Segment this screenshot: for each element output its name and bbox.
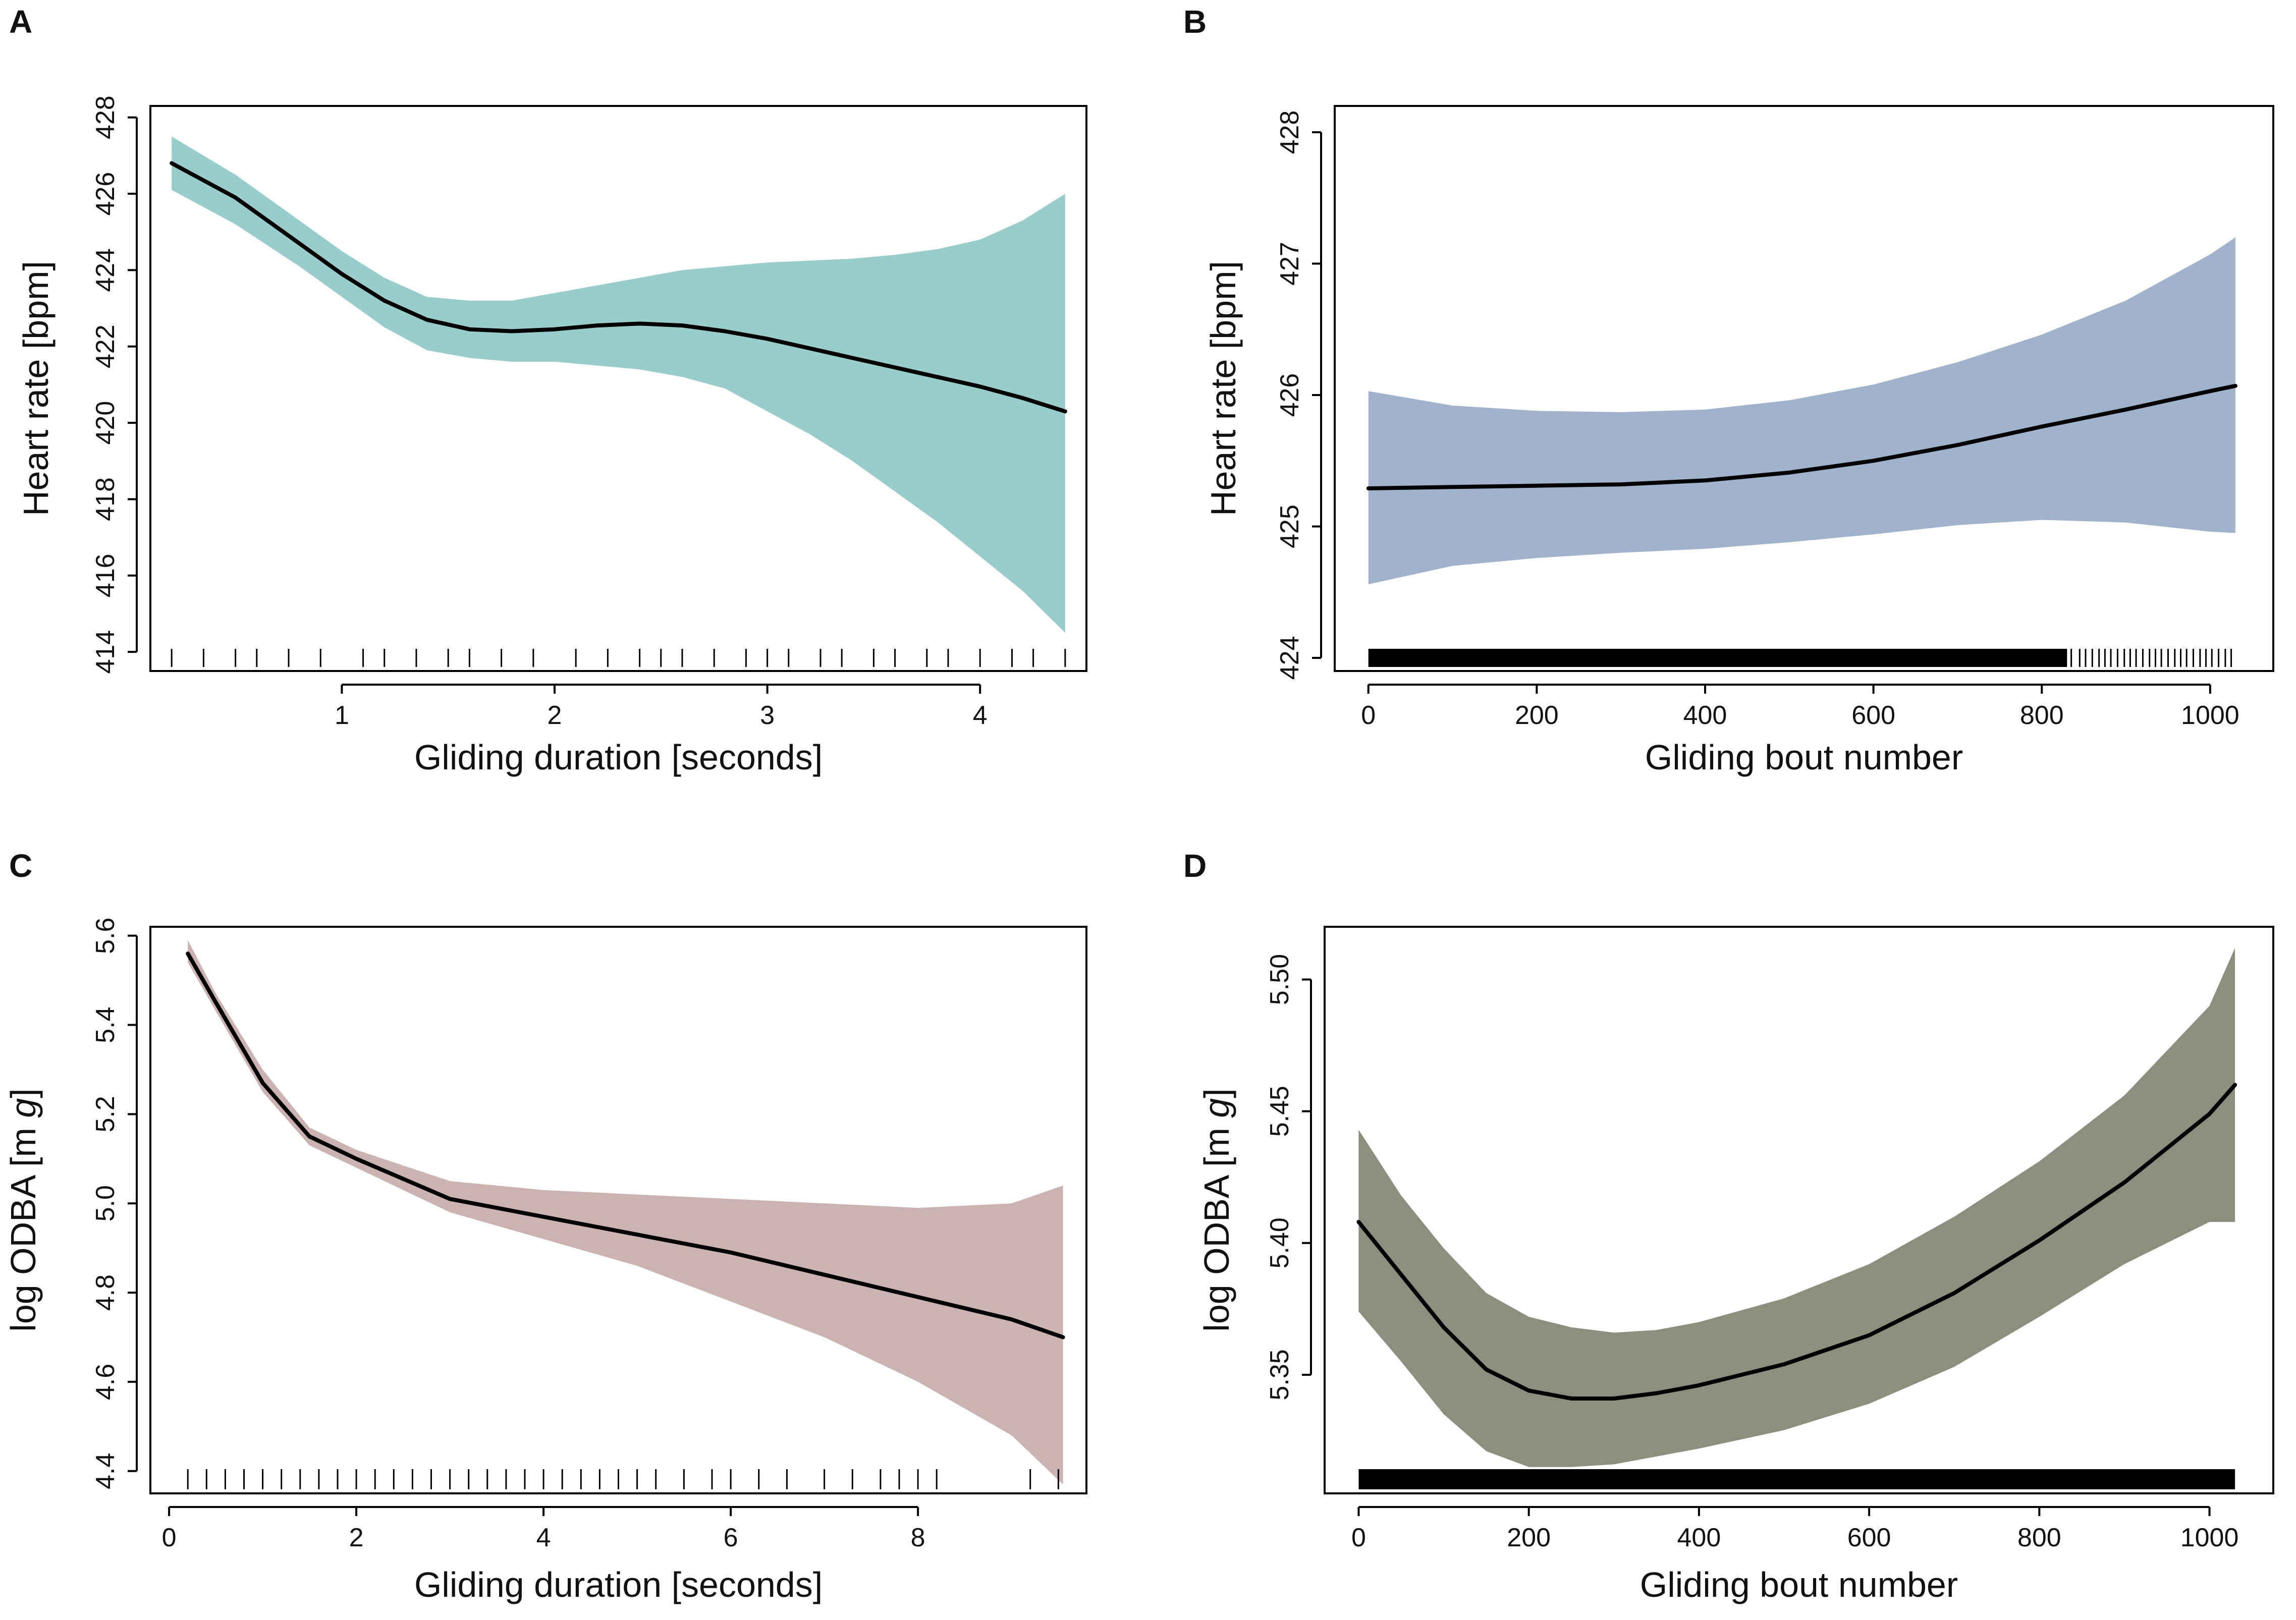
- x-tick-label-b: 400: [1683, 701, 1727, 730]
- x-axis-title-a: Gliding duration [seconds]: [414, 738, 823, 777]
- x-axis-title-c: Gliding duration [seconds]: [414, 1565, 823, 1604]
- plot-frame-d: [1324, 926, 2274, 1494]
- y-tick-label-a: 420: [91, 401, 120, 445]
- confidence-band-a: [172, 136, 1065, 633]
- x-tick-label-b: 800: [2020, 701, 2064, 730]
- y-tick-label-a: 418: [91, 477, 120, 521]
- y-tick-label-c: 5.6: [91, 918, 120, 954]
- y-axis-title-d: log ODBA [m g]: [1197, 1088, 1236, 1331]
- panel-letter-d: D: [1183, 848, 1207, 884]
- y-tick-label-a: 428: [91, 95, 120, 139]
- fit-line-d: [1356, 1083, 2237, 1401]
- y-axis-title-c: log ODBA [m g]: [4, 1088, 43, 1331]
- x-axis-title-b: Gliding bout number: [1645, 738, 1963, 777]
- y-tick-label-b: 424: [1275, 636, 1304, 680]
- x-tick-label-b: 0: [1361, 701, 1376, 730]
- y-axis-title-b: Heart rate [bpm]: [1204, 261, 1243, 516]
- fit-line-b: [1366, 383, 2237, 490]
- plot-frame-b: [1334, 105, 2274, 672]
- x-tick-label-d: 400: [1677, 1523, 1721, 1552]
- x-axis-title-d: Gliding bout number: [1640, 1565, 1958, 1604]
- confidence-band-d: [1358, 947, 2235, 1467]
- rug-block-d: [1358, 1469, 2235, 1489]
- x-tick-label-d: 0: [1351, 1523, 1366, 1552]
- y-tick-label-d: 5.50: [1265, 954, 1294, 1005]
- x-tick-label-b: 200: [1515, 701, 1559, 730]
- y-tick-label-a: 422: [91, 324, 120, 368]
- rug-block-b: [1368, 649, 2067, 667]
- x-tick-label-a: 3: [760, 701, 775, 730]
- y-axis-title-a: Heart rate [bpm]: [16, 261, 56, 516]
- plot-frame-c: [149, 926, 1087, 1494]
- y-tick-label-a: 414: [91, 630, 120, 674]
- panel-b: B 0 200 400 600 800 1000 424 425 426 427 428 Gliding…: [1183, 4, 2274, 777]
- x-tick-label-b: 1000: [2181, 701, 2239, 730]
- y-tick-label-c: 5.4: [91, 1007, 120, 1043]
- y-tick-label-a: 424: [91, 248, 120, 292]
- x-tick-label-d: 800: [2017, 1523, 2061, 1552]
- x-tick-label-d: 200: [1507, 1523, 1551, 1552]
- x-tick-label-c: 8: [911, 1523, 925, 1552]
- plot-frame-a: [149, 105, 1087, 672]
- y-tick-label-a: 426: [91, 172, 120, 216]
- y-tick-label-b: 428: [1275, 110, 1304, 154]
- fit-line-a: [170, 161, 1067, 414]
- y-tick-label-d: 5.45: [1265, 1086, 1294, 1137]
- y-tick-label-b: 427: [1275, 242, 1304, 286]
- y-tick-label-c: 5.0: [91, 1185, 120, 1221]
- y-tick-label-d: 5.40: [1265, 1217, 1294, 1268]
- x-tick-label-c: 6: [724, 1523, 738, 1552]
- x-tick-label-b: 600: [1851, 701, 1895, 730]
- y-tick-label-a: 416: [91, 553, 120, 597]
- x-tick-label-a: 1: [335, 701, 349, 730]
- confidence-band-c: [188, 940, 1063, 1485]
- y-tick-label-c: 5.2: [91, 1096, 120, 1132]
- x-tick-label-a: 4: [973, 701, 988, 730]
- x-tick-label-c: 4: [536, 1523, 551, 1552]
- x-tick-label-c: 2: [349, 1523, 364, 1552]
- y-tick-label-d: 5.35: [1265, 1349, 1294, 1400]
- x-tick-label-d: 600: [1847, 1523, 1891, 1552]
- panel-letter-c: C: [9, 848, 32, 884]
- panel-d: D 0 200 400 600 800 1000 5.35 5.40 5.45 5.50 Glidin…: [1183, 848, 2274, 1604]
- x-tick-label-a: 2: [548, 701, 562, 730]
- y-tick-label-c: 4.4: [91, 1453, 120, 1489]
- panel-c: C 0 2 4 6 8 4.4 4.6 4.8 5.0 5.2 5.4 5.6 Gliding durat…: [4, 848, 1087, 1604]
- y-tick-label-c: 4.6: [91, 1364, 120, 1400]
- y-tick-label-b: 425: [1275, 505, 1304, 548]
- y-tick-label-b: 426: [1275, 373, 1304, 417]
- fit-line-c: [186, 952, 1065, 1339]
- x-tick-label-c: 0: [162, 1523, 177, 1552]
- x-tick-label-d: 1000: [2180, 1523, 2239, 1552]
- confidence-band-b: [1368, 237, 2235, 585]
- panel-a: A 1 2 3 4 414 416 418 420 422 424 426 428 Gliding dur…: [9, 4, 1087, 777]
- panel-letter-a: A: [9, 4, 32, 40]
- panel-letter-b: B: [1183, 4, 1207, 40]
- y-tick-label-c: 4.8: [91, 1274, 120, 1311]
